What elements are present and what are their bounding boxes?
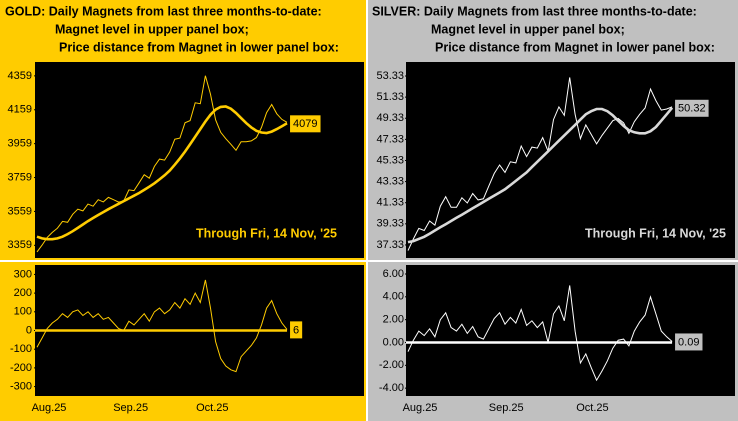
y-tick-label: 49.33	[376, 112, 404, 124]
header-line: Price distance from Magnet in lower pane…	[435, 40, 715, 54]
y-tick-label: 4359	[8, 70, 32, 82]
header-line: GOLD: Daily Magnets from last three mont…	[5, 4, 322, 18]
y-tick-label: -4.00	[379, 382, 404, 394]
y-tick-label: 39.33	[376, 218, 404, 230]
y-tick-label: 2.00	[383, 314, 404, 326]
magnet-line	[407, 106, 674, 244]
plot-box	[406, 62, 735, 258]
value-box	[290, 115, 321, 133]
header-line: Magnet level in upper panel box;	[431, 22, 625, 36]
value-box-label: 6	[293, 324, 299, 336]
value-box-label: 50.32	[678, 103, 706, 115]
y-tick-label: -100	[10, 343, 32, 355]
annotation: Through Fri, 14 Nov, '25	[196, 226, 337, 240]
y-tick-label: 0	[26, 324, 32, 336]
y-tick-label: 300	[14, 268, 32, 280]
value-box-label: 0.09	[678, 336, 699, 348]
price-line	[36, 75, 288, 253]
price-line	[407, 285, 673, 382]
y-tick-label: 51.33	[376, 91, 404, 103]
y-tick-label: 4.00	[383, 291, 404, 303]
value-box	[675, 99, 709, 117]
plot-box	[35, 62, 364, 258]
y-tick-label: 3959	[8, 138, 32, 150]
x-tick-label: Sep.25	[113, 402, 148, 414]
x-tick-label: Oct.25	[576, 402, 608, 414]
y-tick-label: 43.33	[376, 176, 404, 188]
y-tick-label: 3759	[8, 171, 32, 183]
price-line	[36, 279, 288, 373]
y-tick-label: 3559	[8, 205, 32, 217]
header-line: Price distance from Magnet in lower pane…	[59, 40, 339, 54]
header-line: SILVER: Daily Magnets from last three mo…	[372, 4, 697, 18]
x-tick-label: Aug.25	[403, 402, 438, 414]
x-tick-label: Oct.25	[196, 402, 228, 414]
y-tick-label: 4159	[8, 104, 32, 116]
x-tick-label: Aug.25	[32, 402, 67, 414]
y-tick-label: 100	[14, 306, 32, 318]
header-line: Magnet level in upper panel box;	[55, 22, 249, 36]
y-tick-label: 41.33	[376, 197, 404, 209]
y-tick-label: 6.00	[383, 268, 404, 280]
price-line	[407, 77, 673, 251]
plot-box	[406, 265, 735, 396]
y-tick-label: 47.33	[376, 133, 404, 145]
value-box-label: 4079	[293, 118, 317, 130]
y-tick-label: -200	[10, 362, 32, 374]
y-tick-label: -2.00	[379, 359, 404, 371]
value-box	[290, 321, 303, 339]
y-tick-label: -300	[10, 380, 32, 392]
y-tick-label: 3359	[8, 239, 32, 251]
y-tick-label: 0.00	[383, 336, 404, 348]
annotation: Through Fri, 14 Nov, '25	[585, 226, 726, 240]
y-tick-label: 45.33	[376, 154, 404, 166]
magnet-line	[36, 105, 288, 241]
value-box	[675, 333, 703, 351]
y-tick-label: 37.33	[376, 239, 404, 251]
x-tick-label: Sep.25	[489, 402, 524, 414]
y-tick-label: 53.33	[376, 70, 404, 82]
y-tick-label: 200	[14, 287, 32, 299]
